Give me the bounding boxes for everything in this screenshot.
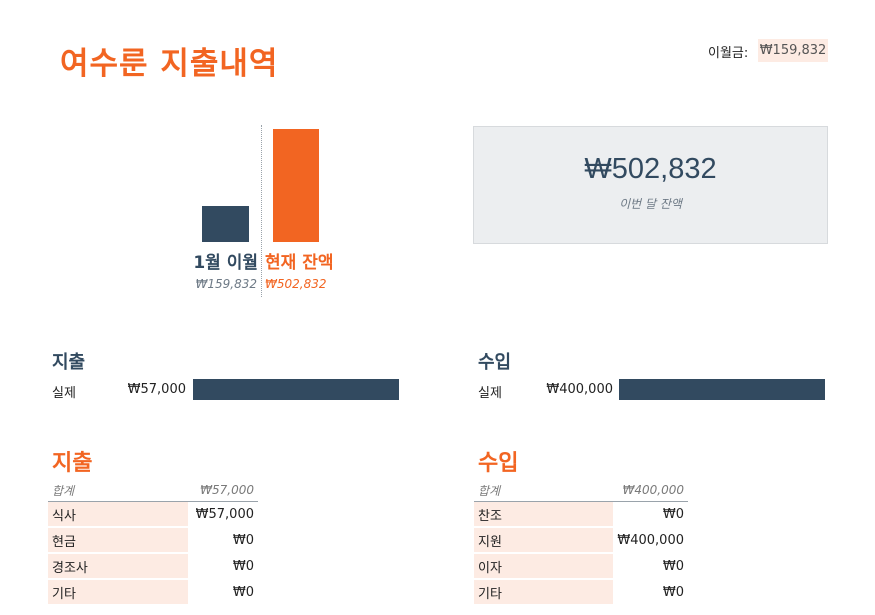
expense-total-value: ₩57,000 [188, 479, 258, 502]
table-row[interactable]: 경조사 ₩0 [48, 553, 258, 580]
expense-actual-value: ₩57,000 [127, 382, 186, 397]
income-amount[interactable]: ₩0 [613, 579, 688, 606]
table-row[interactable]: 식사 ₩57,000 [48, 501, 258, 528]
income-table-heading: 수입 [478, 451, 519, 476]
page-title: 여수룬 지출내역 [60, 46, 279, 82]
income-total-label: 합계 [474, 479, 614, 502]
expense-amount[interactable]: ₩0 [188, 527, 258, 554]
income-total-value: ₩400,000 [613, 479, 688, 502]
current-balance-label: 현재 잔액 [265, 253, 334, 273]
balance-amount: ₩502,832 [584, 153, 717, 185]
expense-category[interactable]: 경조사 [48, 553, 188, 580]
expense-actual-bar [193, 379, 399, 400]
current-balance-bar [273, 129, 319, 242]
expense-category[interactable]: 식사 [48, 501, 188, 528]
expense-amount[interactable]: ₩0 [188, 553, 258, 580]
expense-actual-label: 실제 [52, 386, 76, 401]
table-row[interactable]: 찬조 ₩0 [474, 501, 688, 528]
income-summary-heading: 수입 [478, 352, 512, 373]
previous-balance-value: ₩159,832 [195, 277, 258, 291]
expense-category[interactable]: 기타 [48, 579, 188, 606]
table-row[interactable]: 이자 ₩0 [474, 553, 688, 580]
carryover-value[interactable]: ₩159,832 [758, 39, 828, 62]
income-actual-label: 실제 [478, 386, 502, 401]
balance-panel [473, 126, 828, 244]
expense-table: 합계 ₩57,000 식사 ₩57,000 현금 ₩0 경조사 ₩0 기타 ₩0 [48, 479, 258, 606]
income-category[interactable]: 찬조 [474, 501, 614, 528]
comparison-divider [261, 125, 262, 297]
income-category[interactable]: 기타 [474, 579, 614, 606]
income-category[interactable]: 이자 [474, 553, 614, 580]
expense-table-heading: 지출 [52, 451, 93, 476]
carryover-label: 이월금: [708, 46, 749, 61]
current-balance-value: ₩502,832 [265, 277, 327, 291]
income-amount[interactable]: ₩0 [613, 501, 688, 528]
table-row[interactable]: 현금 ₩0 [48, 527, 258, 554]
expense-total-label: 합계 [48, 479, 188, 502]
balance-caption: 이번 달 잔액 [619, 197, 682, 211]
expense-summary-heading: 지출 [52, 352, 86, 373]
table-row[interactable]: 기타 ₩0 [48, 579, 258, 606]
expense-amount[interactable]: ₩0 [188, 579, 258, 606]
previous-balance-label: 1월 이월 [193, 253, 258, 273]
previous-balance-bar [202, 206, 249, 242]
table-row[interactable]: 기타 ₩0 [474, 579, 688, 606]
expense-amount[interactable]: ₩57,000 [188, 501, 258, 528]
income-amount[interactable]: ₩0 [613, 553, 688, 580]
income-table: 합계 ₩400,000 찬조 ₩0 지원 ₩400,000 이자 ₩0 기타 ₩… [474, 479, 688, 606]
expense-total-row: 합계 ₩57,000 [48, 479, 258, 502]
income-category[interactable]: 지원 [474, 527, 614, 554]
table-row[interactable]: 지원 ₩400,000 [474, 527, 688, 554]
income-amount[interactable]: ₩400,000 [613, 527, 688, 554]
income-actual-bar [619, 379, 825, 400]
expense-category[interactable]: 현금 [48, 527, 188, 554]
income-total-row: 합계 ₩400,000 [474, 479, 688, 502]
income-actual-value: ₩400,000 [546, 382, 613, 397]
